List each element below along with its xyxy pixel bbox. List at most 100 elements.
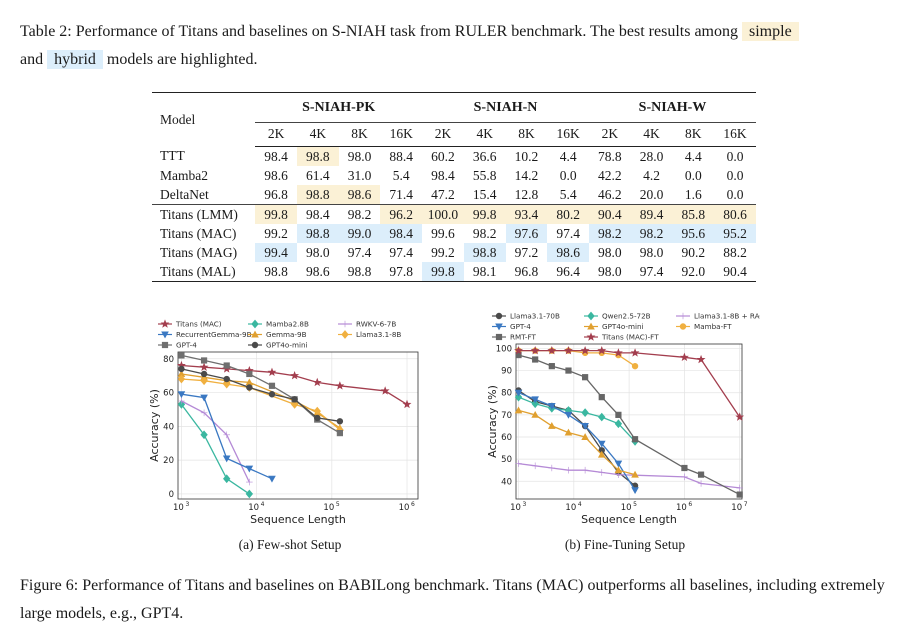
data-point [631, 436, 639, 443]
data-point [223, 375, 230, 383]
value-cell: 47.2 [431, 186, 455, 202]
data-point [514, 389, 523, 397]
legend-item: Titans (MAC)-FT [584, 332, 659, 342]
plot-frame [177, 351, 419, 500]
subheader-cell: 4K [463, 122, 506, 147]
value-cell: 90.4 [589, 204, 631, 224]
x-tick-label: 10 [248, 503, 259, 513]
value-cell: 96.2 [380, 204, 423, 224]
model-name-cell: Titans (LMM) [152, 204, 256, 224]
y-tick-label: 60 [163, 389, 174, 399]
legend-label: GPT-4 [176, 341, 197, 350]
table-row: Titans (LMM) 99.8 98.4 98.2 96.2 100.0 99.8 93.… [152, 204, 756, 224]
data-point [582, 374, 589, 381]
data-point [530, 345, 540, 355]
value-cell: 4.2 [643, 167, 660, 183]
value-cell: 98.4 [296, 204, 339, 224]
data-point [581, 408, 589, 418]
legend-item: GPT-4 [492, 322, 531, 331]
value-cell: 100.0 [422, 204, 464, 224]
value-cell: 98.4 [431, 167, 455, 183]
caption-simple-highlight: simple [742, 22, 799, 41]
data-point [631, 362, 639, 370]
group-header: S-NIAH-PK [255, 92, 423, 123]
value-cell: 90.4 [714, 262, 756, 282]
legend-label: GPT-4 [510, 322, 531, 331]
series-llama3-1-8b-rag [515, 460, 744, 492]
legend-marker [341, 320, 349, 328]
value-cell: 98.2 [589, 224, 631, 243]
group-header: S-NIAH-N [422, 92, 589, 123]
x-tick-label: 10 [621, 503, 632, 513]
value-cell: 89.4 [630, 204, 673, 224]
legend-item: GPT-4 [158, 341, 197, 350]
value-cell: 88.4 [389, 148, 414, 164]
data-point [631, 487, 639, 495]
model-name-cell: DeltaNet [160, 186, 209, 202]
data-point [200, 376, 208, 386]
series-rwkv-6-7b [178, 397, 253, 486]
value-cell: 97.4 [630, 262, 673, 282]
value-cell: 99.6 [431, 225, 455, 241]
legend-item: Gemma-9B [248, 330, 307, 339]
data-point [246, 384, 253, 391]
value-cell: 98.6 [547, 243, 589, 262]
y-tick-label: 90 [501, 367, 512, 377]
value-cell: 98.8 [338, 262, 381, 282]
results-table: Model S-NIAH-PK S-NIAH-N S-NIAH-W 2K 4K 8K 16K 2… [152, 92, 756, 282]
subheader-cell: 2K [255, 122, 297, 147]
caption-and: and [20, 51, 44, 68]
data-point [548, 422, 556, 429]
value-cell: 98.4 [264, 148, 288, 164]
series-gpt4o-mini [178, 365, 344, 425]
x-tick-exponent: 4 [578, 501, 582, 508]
data-point [581, 433, 589, 440]
caption-end: models are highlighted. [106, 51, 258, 68]
data-point [697, 480, 705, 487]
y-tick-label: 100 [496, 344, 512, 354]
value-cell: 99.0 [338, 224, 381, 243]
x-tick-label: 10 [173, 503, 184, 513]
data-point [515, 460, 522, 467]
legend-marker [679, 312, 687, 320]
data-point [681, 473, 688, 481]
data-point [267, 367, 277, 377]
value-cell: 98.6 [338, 185, 381, 205]
data-point [735, 412, 745, 421]
x-tick-exponent: 6 [688, 501, 692, 508]
table-subheader-row: 2K 4K 8K 16K 2K 4K 8K 16K 2K 4K 8K 16K [152, 122, 756, 147]
data-point [696, 354, 706, 364]
data-point [564, 411, 573, 419]
data-point [548, 363, 555, 370]
table-caption: Table 2: Performance of Titans and basel… [20, 18, 890, 74]
series-line [518, 462, 740, 489]
data-point [614, 460, 623, 468]
legend-item: Qwen2.5-72B [584, 312, 651, 321]
legend-label: RMT-FT [510, 333, 537, 342]
legend-item: GPT4o-mini [248, 341, 308, 350]
x-tick-exponent: 3 [523, 501, 527, 508]
value-cell: 98.8 [296, 146, 339, 166]
legend-label: GPT4o-mini [602, 322, 644, 331]
y-axis-label: Accuracy (%) [486, 385, 499, 458]
table-row: Titans (MAG) 99.4 98.0 97.4 97.4 99.2 98.8 97.2… [152, 243, 756, 262]
plot-frame [515, 343, 743, 500]
data-point [548, 464, 556, 472]
table-row: DeltaNet 96.8 98.8 98.6 71.4 47.2 15.4 12.8 5.4 4… [152, 185, 756, 205]
data-point [335, 381, 345, 390]
value-cell: 98.2 [630, 224, 673, 243]
value-cell: 97.4 [347, 244, 372, 260]
data-point [564, 345, 573, 355]
legend-item: RWKV-6-7B [338, 320, 396, 329]
legend-marker [587, 322, 595, 330]
subheader-cell: 8K [338, 122, 381, 147]
legend-marker [251, 330, 259, 338]
legend-item: GPT4o-mini [584, 322, 644, 331]
legend-label: GPT4o-mini [266, 341, 308, 350]
subcaption-b: (b) Fine-Tuning Setup [564, 537, 686, 552]
y-tick-label: 0 [169, 490, 174, 500]
model-name-cell: Titans (MAG) [160, 244, 238, 260]
data-point [200, 357, 208, 364]
data-point [268, 391, 276, 398]
legend-marker [161, 341, 169, 349]
